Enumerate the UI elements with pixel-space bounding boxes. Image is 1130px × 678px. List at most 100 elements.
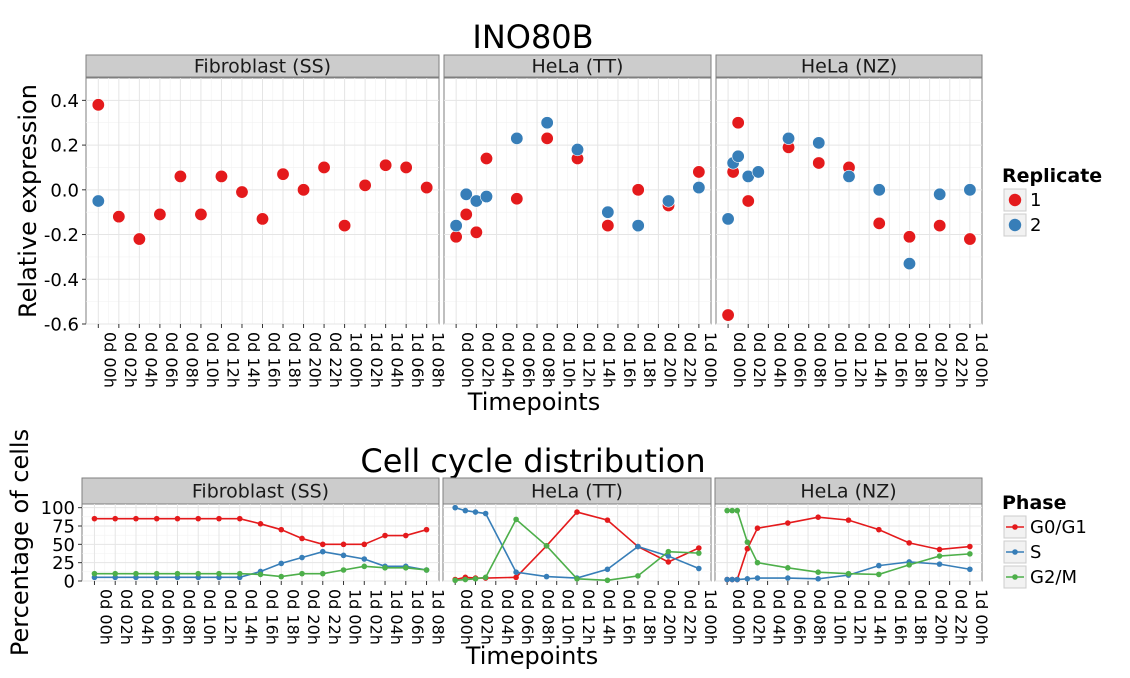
data-point-replicate-2 bbox=[510, 131, 524, 145]
x-tick-label: 0d 02h bbox=[121, 332, 140, 388]
data-point-replicate-2 bbox=[662, 194, 676, 208]
data-point-g2-m bbox=[216, 570, 222, 577]
x-tick-label: 0d 04h bbox=[770, 332, 789, 388]
x-tick-label: 0d 12h bbox=[851, 589, 870, 645]
x-tick-label: 0d 10h bbox=[830, 589, 849, 645]
data-point-s bbox=[452, 504, 458, 511]
x-tick-label: 0d 08h bbox=[810, 589, 829, 645]
data-point-g0-g1 bbox=[604, 517, 611, 523]
data-point-g0-g1 bbox=[665, 559, 672, 565]
panel-0-0: Fibroblast (SS)0d 00h 0d 02h 0d 04h 0d 06h 0… bbox=[85, 54, 448, 388]
x-tick-label: 0d 22h bbox=[952, 589, 971, 645]
legend-title: Replicate bbox=[1002, 165, 1102, 187]
data-point-s bbox=[340, 552, 347, 559]
data-point-replicate-2 bbox=[459, 187, 473, 201]
data-point-replicate-2 bbox=[721, 212, 735, 226]
data-point-s bbox=[278, 560, 285, 567]
data-point-g2-m bbox=[174, 570, 181, 577]
x-tick-label: 0d 16h bbox=[620, 589, 639, 645]
x-tick-label: 1d 02h bbox=[366, 589, 385, 645]
data-point-g0-g1 bbox=[174, 515, 181, 522]
data-point-g2-m bbox=[112, 570, 119, 577]
x-tick-label: 1d 04h bbox=[388, 332, 407, 388]
data-point-replicate-1 bbox=[153, 207, 167, 221]
x-tick-label: 0d 20h bbox=[931, 589, 950, 645]
x-tick-label: 0d 18h bbox=[640, 332, 659, 388]
legend-label: 2 bbox=[1030, 215, 1041, 236]
data-point-replicate-2 bbox=[479, 190, 493, 204]
x-tick-label: 0d 14h bbox=[242, 589, 261, 645]
facet-label: Fibroblast (SS) bbox=[194, 56, 331, 78]
x-tick-label: 0d 00h bbox=[729, 589, 748, 645]
data-point-replicate-1 bbox=[194, 207, 208, 221]
data-point-replicate-1 bbox=[379, 158, 393, 172]
legend-marker bbox=[1008, 193, 1022, 207]
x-tick-label: 0d 18h bbox=[285, 332, 304, 388]
data-point-replicate-1 bbox=[420, 181, 434, 195]
data-point-g0-g1 bbox=[112, 515, 119, 522]
x-tick-label: 0d 22h bbox=[325, 589, 344, 645]
x-tick-label: 0d 20h bbox=[932, 332, 951, 388]
data-point-g2-m bbox=[785, 565, 791, 571]
data-point-g0-g1 bbox=[423, 526, 430, 533]
x-tick-label: 0d 08h bbox=[811, 332, 830, 388]
data-point-replicate-2 bbox=[902, 257, 916, 271]
y-tick-label: -0.6 bbox=[44, 315, 79, 336]
data-point-g2-m bbox=[936, 553, 943, 559]
x-tick-label: 1d 08h bbox=[429, 589, 448, 645]
data-point-replicate-1 bbox=[963, 232, 977, 246]
data-point-g2-m bbox=[482, 574, 489, 581]
legend-label: G2/M bbox=[1030, 567, 1077, 588]
data-point-g2-m bbox=[574, 576, 580, 582]
data-point-g2-m bbox=[734, 507, 741, 514]
data-point-g2-m bbox=[729, 507, 735, 514]
x-axis-label: Timepoints bbox=[465, 642, 598, 670]
x-tick-label: 0d 08h bbox=[539, 332, 558, 388]
x-tick-label: 0d 20h bbox=[660, 589, 679, 645]
legend-marker bbox=[1008, 218, 1022, 232]
x-tick-label: 0d 14h bbox=[871, 332, 890, 388]
data-point-replicate-2 bbox=[751, 165, 765, 179]
facet-strip bbox=[715, 54, 983, 78]
x-tick-label: 1d 08h bbox=[429, 332, 448, 388]
x-tick-label: 0d 02h bbox=[117, 589, 136, 645]
x-tick-label: 0d 04h bbox=[498, 589, 517, 645]
x-tick-label: 0d 06h bbox=[791, 332, 810, 388]
data-point-g2-m bbox=[423, 567, 430, 573]
x-tick-label: 1d 00h bbox=[701, 589, 720, 645]
data-point-g2-m bbox=[319, 570, 326, 577]
data-point-replicate-1 bbox=[91, 98, 105, 112]
data-point-replicate-1 bbox=[338, 219, 352, 233]
facet-label: HeLa (NZ) bbox=[801, 56, 897, 78]
data-point-replicate-1 bbox=[255, 212, 269, 226]
chart-title: INO80B bbox=[472, 18, 593, 56]
panel-0-1: HeLa (TT)0d 00h 0d 02h 0d 04h 0d 06h 0d 08h 0… bbox=[443, 54, 720, 388]
data-point-g0-g1 bbox=[402, 532, 409, 539]
x-tick-label: 0d 14h bbox=[600, 332, 619, 388]
legend-label: S bbox=[1030, 542, 1041, 563]
chart-1: Cell cycle distribution Fibroblast (SS) 0d… bbox=[6, 429, 1087, 670]
data-point-replicate-2 bbox=[570, 143, 584, 157]
data-point-g0-g1 bbox=[153, 515, 160, 522]
data-point-g2-m bbox=[153, 570, 160, 577]
x-tick-label: 0d 06h bbox=[162, 332, 181, 388]
legend: Phase G0/G1 S G2/M bbox=[1002, 492, 1087, 589]
data-point-replicate-1 bbox=[812, 156, 826, 170]
data-point-replicate-1 bbox=[510, 192, 524, 206]
data-point-g2-m bbox=[91, 570, 98, 577]
legend-marker bbox=[1012, 574, 1018, 580]
data-point-replicate-2 bbox=[963, 183, 977, 197]
data-point-replicate-2 bbox=[601, 205, 615, 219]
x-tick-label: 0d 08h bbox=[182, 332, 201, 388]
data-point-s bbox=[513, 569, 519, 575]
x-tick-label: 0d 00h bbox=[100, 332, 119, 388]
x-tick-label: 0d 02h bbox=[477, 589, 496, 645]
x-tick-label: 0d 00h bbox=[730, 332, 749, 388]
data-point-g2-m bbox=[665, 548, 672, 555]
data-point-g2-m bbox=[754, 559, 761, 566]
x-axis-label: Timepoints bbox=[467, 388, 600, 416]
facet-label: Fibroblast (SS) bbox=[192, 481, 329, 503]
x-tick-label: 0d 10h bbox=[200, 589, 219, 645]
facet-strip bbox=[85, 54, 440, 78]
data-point-g0-g1 bbox=[815, 514, 821, 520]
